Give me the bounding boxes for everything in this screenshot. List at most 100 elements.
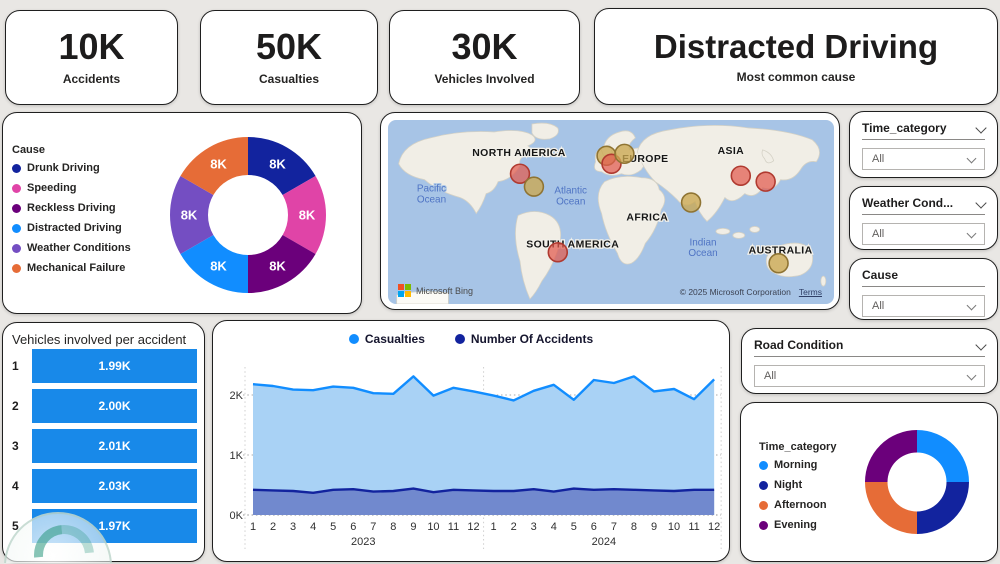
chevron-down-icon[interactable] (975, 122, 987, 134)
legend-item-distracted-driving[interactable]: Distracted Driving (12, 222, 131, 234)
donut-slice-distracted-driving[interactable] (180, 235, 248, 293)
x-axis-year-label: 2024 (592, 536, 616, 548)
x-axis-tick: 6 (350, 521, 356, 533)
bar-category-label: 4 (12, 479, 19, 493)
map-bubble-india[interactable] (680, 192, 702, 213)
slicer-cause-dropdown[interactable]: All (862, 295, 985, 317)
bar[interactable]: 2.03K (32, 469, 197, 503)
donut-slice-weather-conditions[interactable] (170, 176, 214, 254)
chevron-down-icon[interactable] (975, 197, 987, 209)
legend-item-afternoon[interactable]: Afternoon (759, 499, 836, 511)
donut-slice-reckless-driving[interactable] (248, 235, 316, 293)
trend-area-card: 0K 1K 2K 1 2 3 4 5 6 7 8 9 10 11 12 1 2 3 4 5 6 7 8 9 10 11 12 2023… (212, 320, 730, 562)
bar-row-3[interactable]: 3 2.01K (12, 429, 197, 463)
map-label-asia: ASIA (718, 146, 745, 157)
slice-label: 8K (210, 259, 227, 274)
y-axis-tick: 0K (230, 510, 244, 522)
bar-row-2[interactable]: 2 2.00K (12, 389, 197, 423)
bar-row-5[interactable]: 5 1.97K (12, 509, 197, 543)
legend-dot (759, 460, 768, 470)
map-bubble-north-america[interactable] (509, 163, 531, 184)
legend-item-mechanical-failure[interactable]: Mechanical Failure (12, 262, 131, 274)
legend-item-morning[interactable]: Morning (759, 459, 836, 471)
bing-brand[interactable]: Microsoft Bing (398, 284, 473, 297)
legend-dot (12, 163, 21, 173)
trend-legend: Casualties Number Of Accidents (213, 332, 729, 346)
donut-slice-drunk-driving[interactable] (248, 137, 316, 195)
slicer-road-dropdown[interactable]: All (754, 365, 985, 387)
bar-row-1[interactable]: 1 1.99K (12, 349, 197, 383)
bar-value-label: 1.99K (98, 359, 131, 373)
legend-label: Afternoon (774, 499, 827, 511)
map-bubble-europe[interactable] (614, 143, 635, 165)
donut-slice-mechanical-failure[interactable] (180, 137, 248, 195)
map-bubble-south-america[interactable] (547, 242, 569, 263)
legend-item-casualties[interactable]: Casualties (348, 332, 425, 346)
bar[interactable]: 1.97K (32, 509, 197, 543)
terms-link[interactable]: Terms (798, 287, 822, 297)
legend-label: Morning (774, 459, 818, 471)
slice-label: 8K (210, 156, 227, 171)
kpi-label-accidents: Accidents (62, 72, 121, 86)
donut-slice-afternoon[interactable] (865, 482, 917, 534)
legend-dot (759, 480, 768, 490)
kpi-label-common-cause: Most common cause (736, 69, 856, 84)
donut-slice-speeding[interactable] (282, 176, 326, 254)
bar-value-label: 2.01K (98, 439, 131, 453)
x-axis-tick: 12 (467, 521, 479, 533)
map-bubble-north-america[interactable] (523, 176, 545, 197)
x-axis-tick: 7 (611, 521, 617, 533)
kpi-value-vehicles: 30K (451, 26, 518, 67)
legend-dot (12, 223, 21, 233)
donut-slice-night[interactable] (917, 482, 969, 534)
world-map[interactable]: NORTH AMERICA EUROPE ASIA AFRICA SOUTH AMERI… (388, 120, 834, 304)
x-axis-tick: 10 (427, 521, 439, 533)
chevron-down-icon (966, 300, 977, 310)
legend-item-evening[interactable]: Evening (759, 519, 836, 531)
bar[interactable]: 1.99K (32, 349, 197, 383)
legend-item-accidents[interactable]: Number Of Accidents (454, 332, 593, 346)
cause-legend-title: Cause (12, 144, 46, 156)
slicer-weather-dropdown[interactable]: All (862, 223, 985, 245)
bar-value-label: 2.00K (98, 399, 131, 413)
x-axis-tick: 11 (448, 521, 459, 533)
map-label-indian-ocean: Indian Ocean (688, 237, 717, 259)
vehicles-bar-chart[interactable]: 1 1.99K 2 2.00K 3 2.01K 4 2.03K 5 1.97K (3, 349, 204, 543)
map-bubble-asia[interactable] (755, 171, 776, 192)
x-axis-tick: 12 (708, 521, 720, 533)
time-donut-chart[interactable] (741, 403, 997, 561)
legend-dot (12, 263, 21, 273)
cause-donut-card: Cause Drunk Driving Speeding Reckless Driv… (2, 112, 362, 314)
map-bubble-asia[interactable] (730, 165, 752, 186)
donut-slice-morning[interactable] (917, 430, 969, 482)
map-bubble-australia[interactable] (768, 252, 789, 274)
x-axis-tick: 1 (491, 521, 497, 533)
bar[interactable]: 2.01K (32, 429, 197, 463)
map-label-atlantic-ocean: Atlantic Ocean (554, 186, 587, 208)
x-axis-tick: 7 (370, 521, 376, 533)
donut-slice-evening[interactable] (865, 430, 917, 482)
chevron-down-icon[interactable] (975, 339, 987, 351)
bar-value-label: 1.97K (98, 519, 131, 533)
legend-item-reckless-driving[interactable]: Reckless Driving (12, 202, 131, 214)
slicer-weather-condition: Weather Cond... All (849, 186, 998, 250)
legend-item-night[interactable]: Night (759, 479, 836, 491)
slicer-time-dropdown[interactable]: All (862, 148, 985, 170)
legend-item-drunk-driving[interactable]: Drunk Driving (12, 162, 131, 174)
slicer-road-title: Road Condition (754, 338, 844, 352)
x-axis-tick: 6 (591, 521, 597, 533)
legend-item-weather-conditions[interactable]: Weather Conditions (12, 242, 131, 254)
legend-dot (12, 203, 21, 213)
bar-row-4[interactable]: 4 2.03K (12, 469, 197, 503)
bar-category-label: 1 (12, 359, 19, 373)
legend-item-speeding[interactable]: Speeding (12, 182, 131, 194)
cause-donut-chart[interactable]: 8K 8K 8K 8K 8K 8K (3, 113, 363, 313)
microsoft-logo-icon (398, 284, 411, 297)
kpi-label-casualties: Casualties (258, 72, 320, 86)
kpi-value-accidents: 10K (58, 26, 125, 67)
bar[interactable]: 2.00K (32, 389, 197, 423)
map-label-africa: AFRICA (626, 212, 668, 223)
bing-brand-label: Microsoft Bing (416, 285, 474, 296)
